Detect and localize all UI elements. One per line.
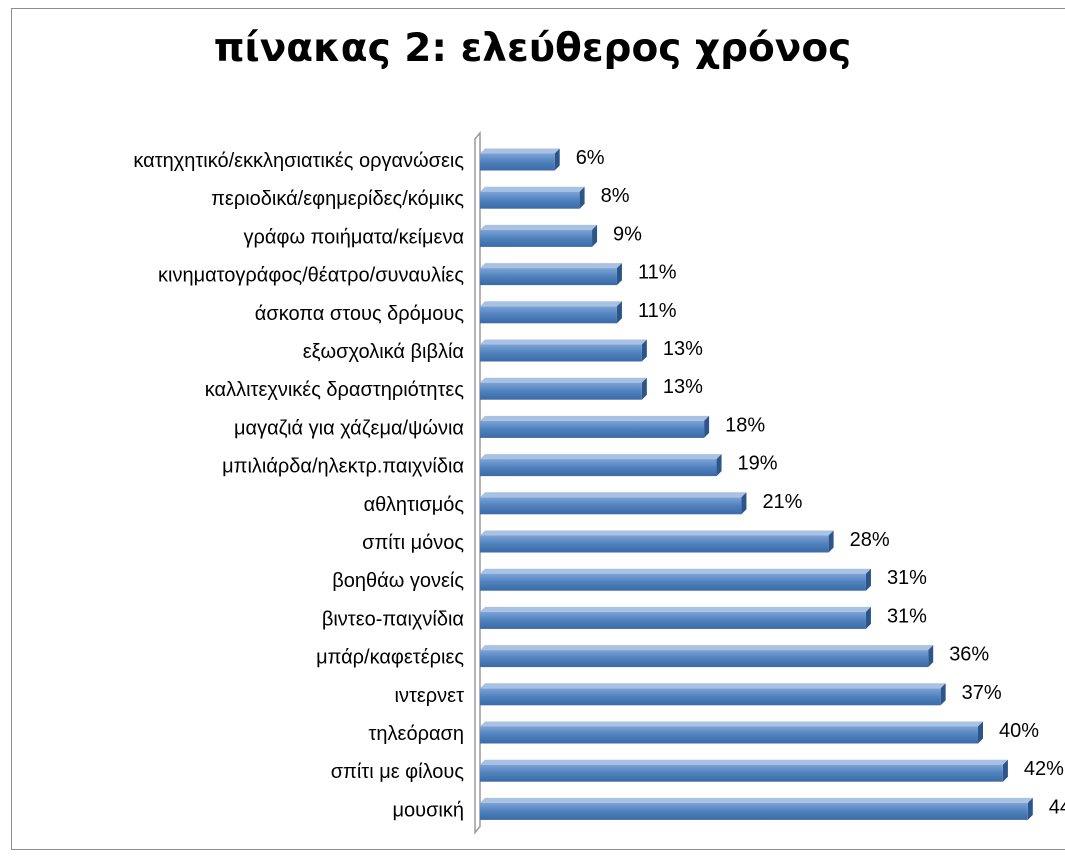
category-label: σπίτι μόνος: [362, 532, 464, 554]
category-label: κατηχητικό/εκκλησιατικές οργανώσεις: [133, 150, 464, 172]
chart-frame: [11, 8, 1065, 850]
bar: [480, 797, 1033, 820]
bar: [480, 721, 983, 744]
category-label: μπιλιάρδα/ηλεκτρ.παιχνίδια: [222, 456, 464, 478]
value-label: 11%: [638, 300, 677, 322]
category-label: μαγαζιά για χάζεμα/ψώνια: [234, 417, 464, 439]
value-label: 13%: [663, 338, 703, 360]
chart-title: πίνακας 2: ελεύθερος χρόνος: [213, 26, 852, 71]
value-label: 42%: [1024, 758, 1064, 780]
value-label: 37%: [962, 682, 1002, 704]
value-label: 11%: [638, 262, 677, 284]
category-label: εξωσχολικά βιβλία: [303, 341, 464, 363]
bar: [480, 186, 585, 209]
value-label: 44%: [1049, 796, 1065, 818]
category-label: καλλιτεχνικές δραστηριότητες: [205, 379, 465, 401]
bar: [480, 454, 722, 477]
category-label: τηλεόραση: [369, 723, 464, 745]
category-label: ιντερνετ: [395, 685, 465, 707]
bar: [480, 148, 560, 171]
bar: [480, 339, 647, 362]
category-label: άσκοπα στους δρόμους: [255, 303, 465, 325]
bar: [480, 377, 647, 400]
bar: [480, 530, 834, 553]
category-label: βοηθάω γονείς: [332, 570, 464, 592]
bar: [480, 415, 710, 438]
bar: [480, 683, 946, 706]
category-label: περιοδικά/εφημερίδες/κόμικς: [211, 188, 464, 210]
bar: [480, 301, 622, 324]
bar: [480, 492, 747, 515]
value-label: 18%: [725, 414, 765, 436]
value-label: 19%: [738, 453, 778, 475]
bar: [480, 263, 622, 286]
category-label: γράφω ποιήματα/κείμενα: [244, 226, 464, 248]
category-label: βιντεο-παιχνίδια: [322, 608, 464, 630]
category-label: μπάρ/καφετέριες: [316, 647, 464, 669]
value-label: 13%: [663, 376, 703, 398]
category-label: αθλητισμός: [364, 494, 465, 516]
category-axis-wall: [474, 130, 481, 835]
value-label: 6%: [576, 147, 605, 169]
value-label: 36%: [949, 644, 989, 666]
bar: [480, 606, 871, 629]
category-label: σπίτι με φίλους: [331, 761, 465, 783]
bar: [480, 645, 934, 668]
value-label: 9%: [613, 223, 642, 245]
category-label: κινηματογράφος/θέατρο/συναυλίες: [158, 265, 464, 287]
bar: [480, 568, 871, 591]
value-label: 8%: [601, 185, 630, 207]
bar: [480, 759, 1008, 782]
value-label: 21%: [762, 491, 802, 513]
value-label: 40%: [999, 720, 1039, 742]
value-label: 31%: [887, 605, 927, 627]
category-label: μουσική: [393, 799, 465, 821]
value-label: 31%: [887, 567, 927, 589]
value-label: 28%: [850, 529, 890, 551]
bar: [480, 224, 598, 247]
